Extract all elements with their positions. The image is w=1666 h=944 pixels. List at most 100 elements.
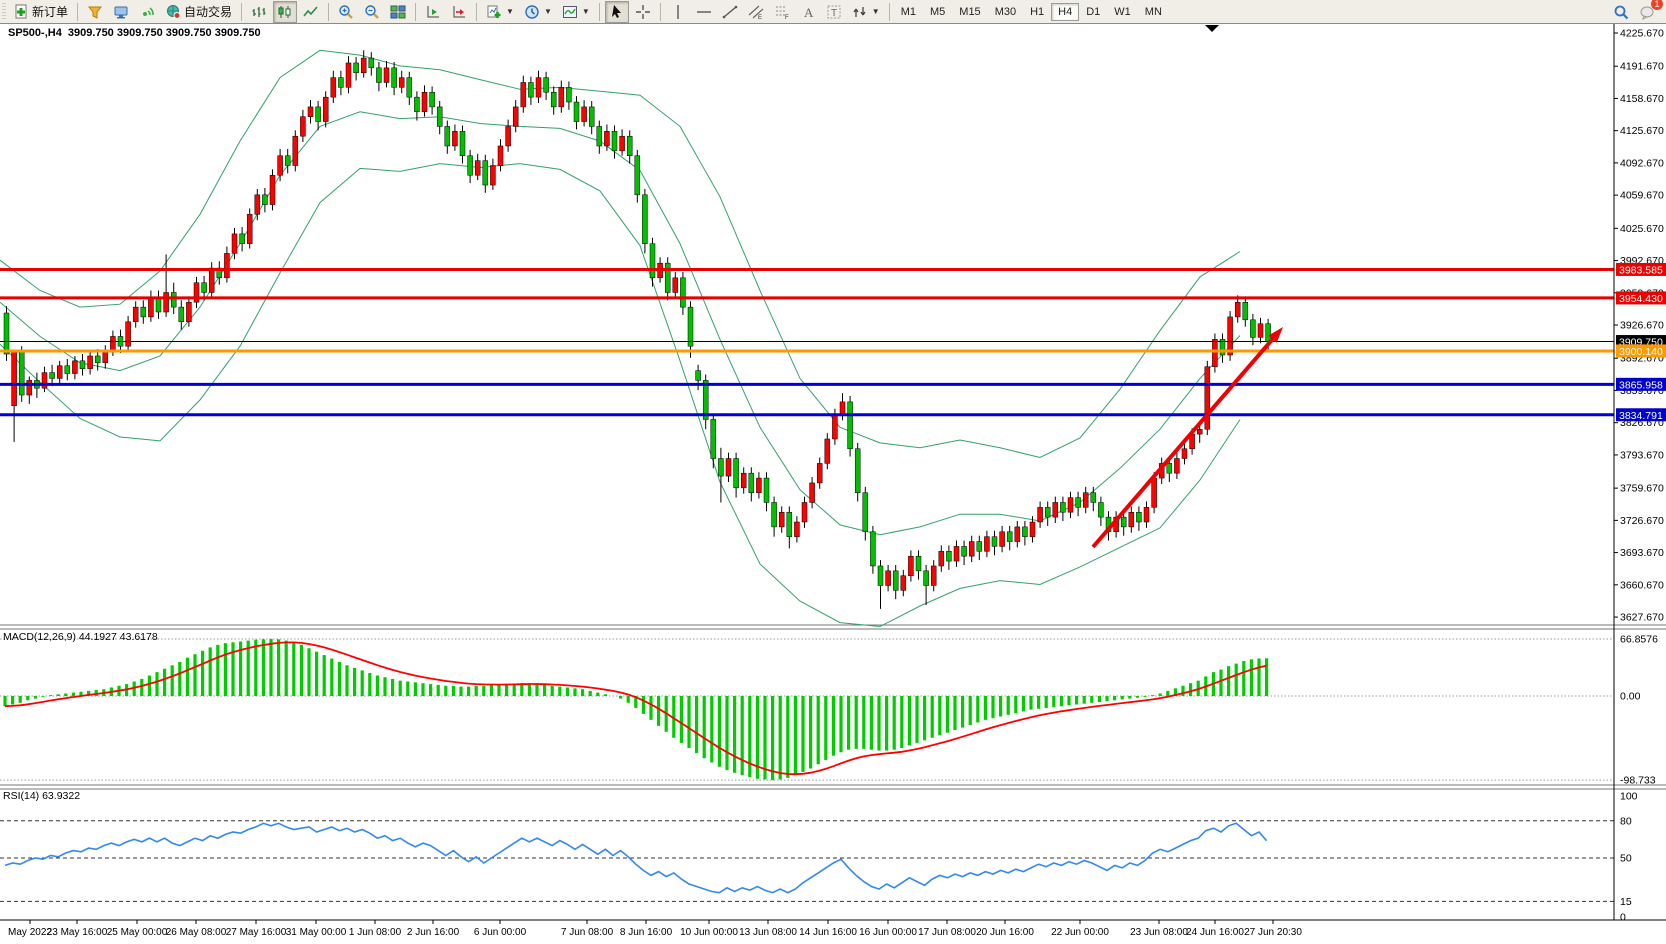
terminal-button[interactable]: [109, 1, 133, 23]
chart-shift-button[interactable]: [447, 1, 471, 23]
autotrade-icon: [165, 4, 181, 20]
tiles-icon: [390, 4, 406, 20]
toolbar-separator: [659, 2, 661, 21]
svg-text:A: A: [804, 5, 814, 20]
timeframe-w1[interactable]: W1: [1107, 3, 1138, 21]
svg-text:24 Jun 16:00: 24 Jun 16:00: [1186, 927, 1244, 938]
cursor-button[interactable]: [604, 0, 629, 23]
trend-arrow[interactable]: [1091, 327, 1283, 549]
cursor-icon: [609, 4, 625, 20]
fibonacci-button[interactable]: F: [770, 1, 794, 23]
bar-chart-button[interactable]: [247, 1, 271, 23]
hline-button[interactable]: [692, 1, 716, 23]
svg-text:3693.670: 3693.670: [1620, 547, 1664, 559]
candlechart-icon: [277, 4, 293, 20]
svg-text:13 Jun 08:00: 13 Jun 08:00: [739, 927, 797, 938]
notifications-button[interactable]: 1: [1635, 0, 1663, 23]
svg-text:15: 15: [1620, 896, 1632, 908]
timeframe-mn-label: MN: [1144, 5, 1162, 18]
new-order-button-label: 新订单: [32, 5, 69, 19]
price-axis[interactable]: 4225.670 4191.670 4158.670 4125.670 4092.670…: [0, 24, 1666, 924]
signals-button[interactable]: [135, 1, 159, 23]
chat-icon: [1639, 4, 1655, 20]
macd-signal-line: [4, 641, 1267, 776]
zoomin-icon: [338, 4, 354, 20]
zoom-in-button[interactable]: [334, 1, 358, 23]
svg-text:10 Jun 00:00: 10 Jun 00:00: [680, 927, 738, 938]
svg-text:17 Jun 08:00: 17 Jun 08:00: [918, 927, 976, 938]
svg-text:3627.670: 3627.670: [1620, 612, 1664, 624]
new-order-button[interactable]: 新订单: [9, 1, 72, 23]
new-chart-button[interactable]: ▼: [482, 1, 518, 23]
svg-text:F: F: [785, 15, 789, 20]
svg-text:23 May 16:00: 23 May 16:00: [47, 927, 108, 938]
svg-text:23 Jun 08:00: 23 Jun 08:00: [1130, 927, 1188, 938]
period-button[interactable]: ▼: [520, 1, 556, 23]
metaeditor-button[interactable]: [83, 1, 107, 23]
arrows-button[interactable]: ▼: [848, 1, 884, 23]
svg-text:3865.958: 3865.958: [1619, 379, 1663, 391]
svg-text:16 Jun 00:00: 16 Jun 00:00: [859, 927, 917, 938]
indicators-icon: [562, 4, 578, 20]
indicators-button[interactable]: ▼: [558, 1, 594, 23]
channel-icon: E: [748, 4, 764, 20]
svg-text:50: 50: [1620, 853, 1632, 865]
svg-text:27 Jun 20:30: 27 Jun 20:30: [1244, 927, 1302, 938]
svg-text:6 Jun 00:00: 6 Jun 00:00: [474, 927, 527, 938]
timeframe-h4[interactable]: H4: [1051, 2, 1080, 21]
pane-separators: [0, 624, 1666, 790]
timeframe-m30[interactable]: M30: [988, 3, 1023, 21]
svg-text:3954.430: 3954.430: [1619, 293, 1663, 305]
terminal-icon: [113, 4, 129, 20]
label-button[interactable]: T: [822, 1, 846, 23]
timeframe-m15-label: M15: [959, 5, 981, 18]
svg-text:May 2022: May 2022: [8, 927, 52, 938]
svg-text:3759.670: 3759.670: [1620, 483, 1664, 495]
zoomout-icon: [364, 4, 380, 20]
timeframe-m1[interactable]: M1: [894, 3, 923, 21]
textT-icon: T: [826, 4, 842, 20]
svg-text:14 Jun 16:00: 14 Jun 16:00: [799, 927, 857, 938]
trendline-button[interactable]: [718, 1, 742, 23]
timeframe-m30-label: M30: [994, 5, 1017, 18]
main-toolbar: 新订单 自动交易 ▼ ▼ ▼ E F A T ▼ M1 M5 M15 M30 H1 H4 D1 W1 MN 1: [0, 0, 1666, 24]
svg-text:27 May 16:00: 27 May 16:00: [226, 927, 287, 938]
barchart-icon: [251, 4, 267, 20]
timeframe-mn[interactable]: MN: [1138, 3, 1169, 21]
text-button[interactable]: A: [796, 1, 820, 23]
svg-text:8 Jun 16:00: 8 Jun 16:00: [620, 927, 673, 938]
zoom-out-button[interactable]: [360, 1, 384, 23]
crosshair-button[interactable]: [631, 1, 655, 23]
vline-button[interactable]: [666, 1, 690, 23]
line-chart-button[interactable]: [299, 1, 323, 23]
timeframe-h1[interactable]: H1: [1023, 3, 1051, 21]
svg-text:3834.791: 3834.791: [1619, 410, 1663, 422]
auto-scroll-button[interactable]: [421, 1, 445, 23]
svg-text:E: E: [758, 15, 762, 20]
crosshair-icon: [635, 4, 651, 20]
tile-windows-button[interactable]: [386, 1, 410, 23]
svg-text:0.00: 0.00: [1620, 691, 1641, 703]
autotrade-button[interactable]: 自动交易: [161, 1, 236, 23]
timeframe-m15[interactable]: M15: [952, 3, 987, 21]
signal-icon: [139, 4, 155, 20]
funnel-icon: [87, 4, 103, 20]
price-label-badges: 3983.5853954.4303909.7503900.1403865.958…: [1616, 262, 1666, 422]
toolbar-right-icons: 1: [1608, 0, 1666, 23]
candle-chart-button[interactable]: [273, 0, 298, 23]
horizontal-line-objects[interactable]: [0, 267, 1614, 417]
macd-indicator-label: MACD(12,26,9) 44.1927 43.6178: [3, 631, 158, 643]
rsi-indicator-label: RSI(14) 63.9322: [3, 790, 81, 802]
timeframe-m5[interactable]: M5: [923, 3, 952, 21]
candles: [3, 50, 1271, 609]
toolbar-separator: [328, 2, 330, 21]
timeframe-d1[interactable]: D1: [1079, 3, 1107, 21]
search-button[interactable]: [1609, 1, 1633, 23]
svg-text:4092.670: 4092.670: [1620, 157, 1664, 169]
svg-text:3983.585: 3983.585: [1619, 264, 1663, 276]
svg-text:7 Jun 08:00: 7 Jun 08:00: [561, 927, 614, 938]
timeframe-h1-label: H1: [1030, 5, 1045, 18]
channel-button[interactable]: E: [744, 1, 768, 23]
